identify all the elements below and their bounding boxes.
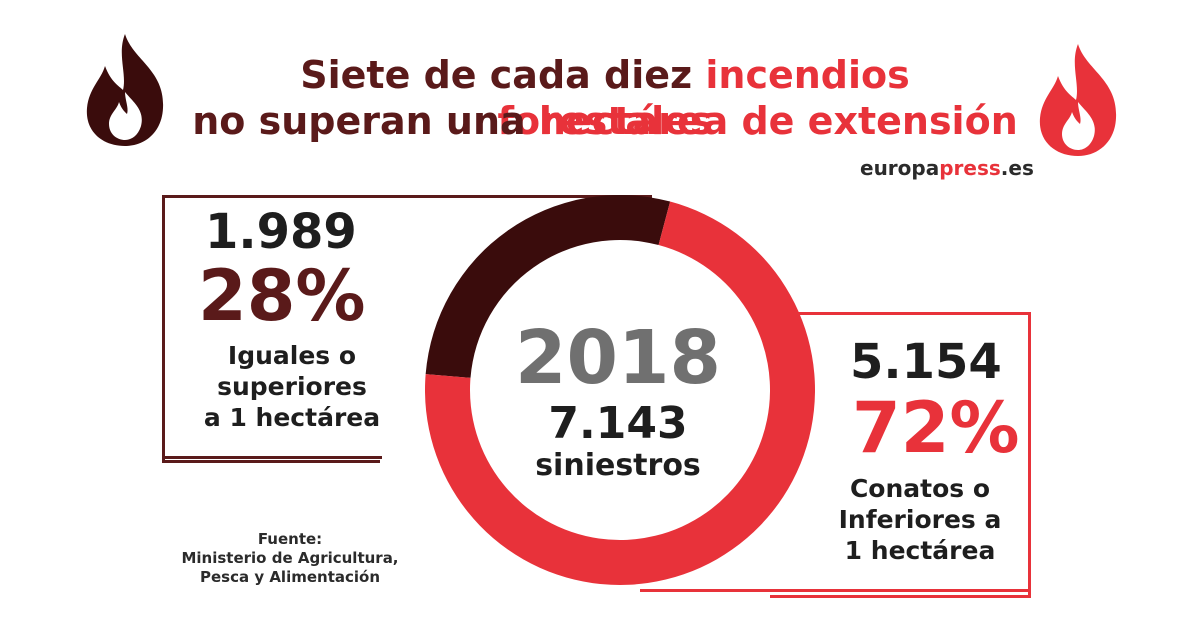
source-note: Fuente: Ministerio de Agricultura, Pesca… (140, 530, 440, 587)
left-desc-line2: superiores (217, 372, 367, 401)
donut-slice-1 (425, 195, 671, 378)
brand-part2: press (939, 156, 1001, 180)
source-line1: Fuente: (257, 530, 323, 548)
left-percent: 28% (198, 255, 366, 337)
center-total-label: siniestros (535, 448, 701, 483)
flame-icon-dark (86, 34, 164, 146)
brand-part1: europa (860, 156, 940, 180)
right-desc-line1: Conatos o (849, 474, 991, 503)
left-frame-top-line (162, 195, 652, 198)
center-year: 2018 (515, 315, 721, 401)
page-title: Siete de cada diez incendios forestales (190, 52, 1020, 144)
donut-chart (425, 195, 815, 585)
center-total: 7.143 (548, 398, 688, 449)
right-desc-line2: Inferiores a (838, 505, 1002, 534)
brand-logo-text: europapress.es (860, 156, 1034, 180)
right-frame (770, 312, 1031, 598)
flame-icon-red (1039, 44, 1117, 156)
right-description: Conatos o Inferiores a 1 hectárea (800, 473, 1040, 566)
source-line2: Ministerio de Agricultura, (181, 549, 399, 567)
left-desc-line1: Iguales o (227, 341, 357, 370)
title-line1-highlight: incendios forestales (497, 53, 910, 143)
title-line2-highlight: hectárea de extensión (538, 99, 1018, 143)
right-count: 5.154 (850, 334, 1002, 390)
title-line2-part1: no superan una (192, 99, 539, 143)
right-frame-bottom-line (640, 589, 1031, 592)
page-title-line2: no superan una hectárea de extensión (190, 98, 1020, 144)
left-description: Iguales o superiores a 1 hectárea (172, 340, 412, 433)
source-line3: Pesca y Alimentación (199, 568, 380, 586)
left-frame-bottom-line (162, 456, 382, 459)
title-line1-part1: Siete de cada diez (300, 53, 706, 97)
brand-part3: .es (1000, 156, 1034, 180)
left-desc-line3: a 1 hectárea (203, 403, 381, 432)
right-percent: 72% (852, 387, 1020, 469)
left-count: 1.989 (205, 204, 357, 260)
right-desc-line3: 1 hectárea (844, 536, 996, 565)
